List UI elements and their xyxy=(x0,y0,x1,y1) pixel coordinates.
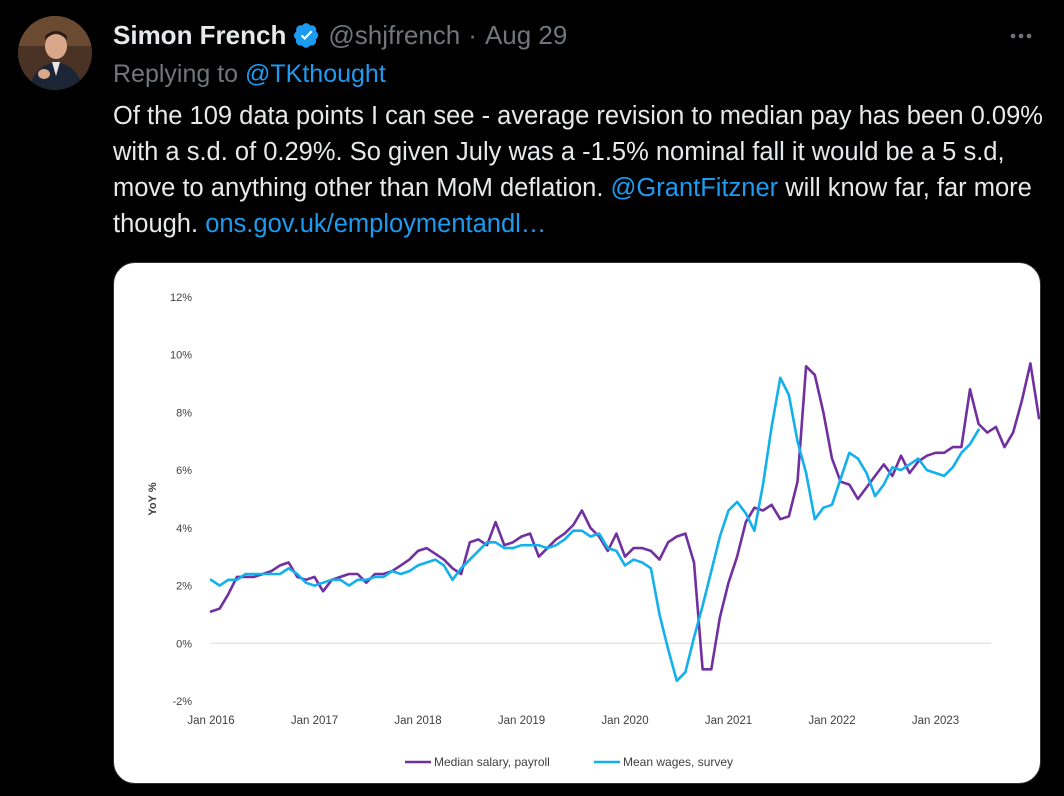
x-tick-label: Jan 2019 xyxy=(498,715,545,727)
y-axis-label: YoY % xyxy=(147,482,159,515)
replying-to-label: Replying to xyxy=(113,60,239,88)
x-tick-label: Jan 2021 xyxy=(705,715,752,727)
x-tick-label: Jan 2018 xyxy=(394,715,441,727)
author-name[interactable]: Simon French xyxy=(113,20,287,50)
header-separator: · xyxy=(468,20,477,50)
y-tick-label: 12% xyxy=(170,292,192,304)
author-handle[interactable]: @shjfrench xyxy=(328,20,461,50)
series-line-median-salary xyxy=(209,362,1040,671)
y-tick-label: 10% xyxy=(170,350,192,362)
x-tick-label: Jan 2023 xyxy=(912,715,959,727)
y-tick-label: -2% xyxy=(172,696,192,708)
x-tick-label: Jan 2020 xyxy=(601,715,648,727)
tweet-date[interactable]: Aug 29 xyxy=(484,20,568,50)
replying-to: Replying to @TKthought xyxy=(113,58,386,90)
tweet-mention[interactable]: @GrantFitzner xyxy=(610,174,779,202)
line-chart: -2% 0% 2% 4% 6% 8% 10% 12% Jan 2016 Jan 2017 Jan 2… xyxy=(147,292,1040,769)
tweet-link[interactable]: ons.gov.uk/employmentandl… xyxy=(205,210,547,238)
y-tick-label: 2% xyxy=(176,581,192,593)
tweet-text-part1: Of the 109 data points I can see - avera… xyxy=(113,102,1043,202)
avatar[interactable] xyxy=(18,16,92,90)
tweet-media-chart[interactable]: -2% 0% 2% 4% 6% 8% 10% 12% Jan 2016 Jan 2017 Jan 2… xyxy=(113,262,1041,784)
legend-label: Median salary, payroll xyxy=(434,755,550,769)
more-options-icon[interactable] xyxy=(1004,22,1038,50)
x-tick-label: Jan 2022 xyxy=(808,715,855,727)
verified-badge-icon xyxy=(294,23,319,48)
avatar-photo xyxy=(18,16,92,90)
tweet-header: Simon French @shjfrench · Aug 29 xyxy=(113,18,567,52)
series-line-mean-wages xyxy=(209,376,980,683)
x-tick-label: Jan 2017 xyxy=(291,715,338,727)
replying-to-mention[interactable]: @TKthought xyxy=(245,60,386,88)
legend-label: Mean wages, survey xyxy=(623,755,733,769)
y-tick-label: 8% xyxy=(176,407,192,419)
tweet-body: Of the 109 data points I can see - avera… xyxy=(113,98,1048,242)
y-tick-label: 0% xyxy=(176,638,192,650)
y-tick-label: 4% xyxy=(176,523,192,535)
x-tick-label: Jan 2016 xyxy=(187,715,234,727)
tweet-text-part2: will know far, far more though. xyxy=(113,174,1032,238)
y-tick-label: 6% xyxy=(176,465,192,477)
